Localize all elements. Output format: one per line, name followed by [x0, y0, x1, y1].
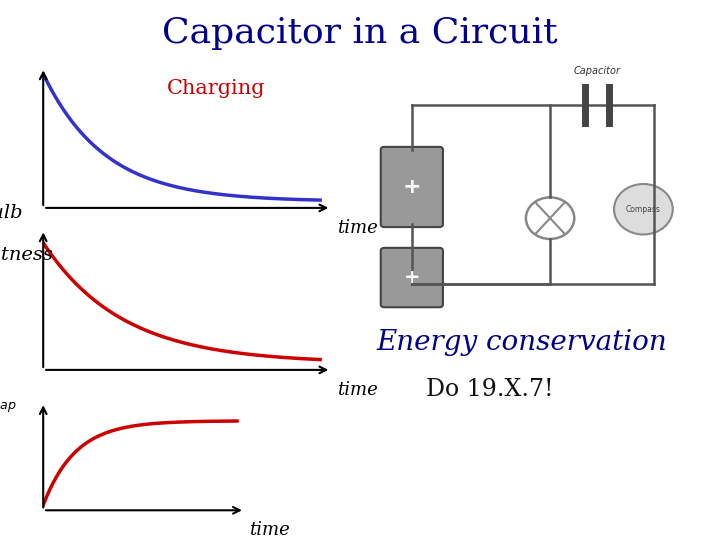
Text: time: time	[337, 381, 378, 399]
Text: Brightness: Brightness	[0, 246, 53, 265]
Text: Bulb: Bulb	[0, 205, 23, 222]
Text: Charging: Charging	[167, 79, 265, 98]
Text: time: time	[337, 219, 378, 237]
Text: Energy conservation: Energy conservation	[377, 329, 667, 356]
Text: $E_{cap}$: $E_{cap}$	[0, 392, 17, 415]
Text: +: +	[402, 177, 421, 197]
Text: +: +	[404, 268, 420, 287]
Circle shape	[614, 184, 672, 234]
Text: Capacitor: Capacitor	[573, 65, 620, 76]
Text: Do 19.X.7!: Do 19.X.7!	[426, 378, 554, 401]
FancyBboxPatch shape	[381, 147, 443, 227]
Text: time: time	[249, 521, 289, 539]
FancyBboxPatch shape	[381, 248, 443, 307]
Text: Compass: Compass	[626, 205, 661, 214]
Text: Capacitor in a Circuit: Capacitor in a Circuit	[162, 16, 558, 50]
